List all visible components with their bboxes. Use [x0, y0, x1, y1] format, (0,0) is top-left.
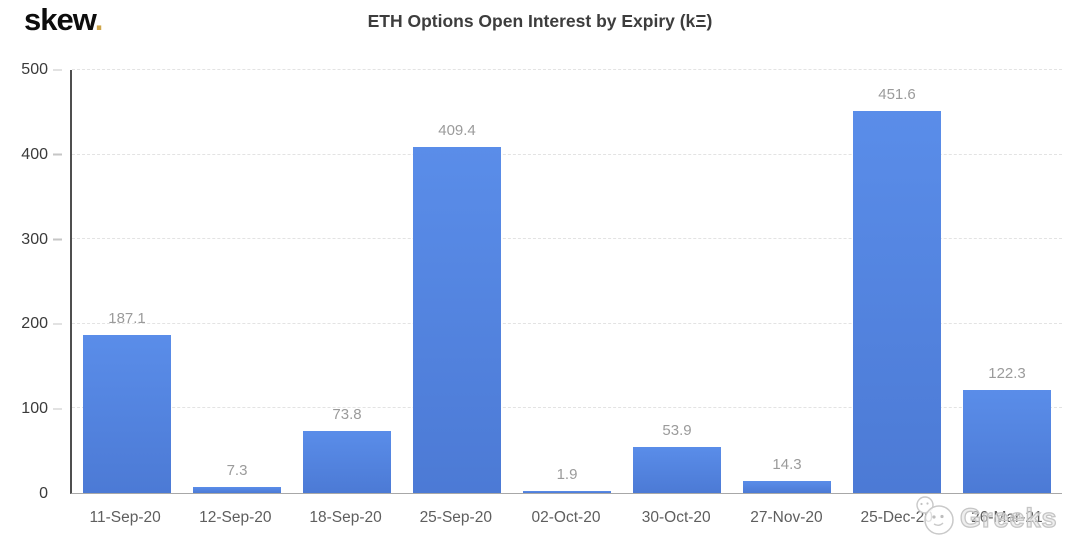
x-axis-label: 18-Sep-20: [309, 509, 382, 526]
logo-text: skew: [24, 2, 96, 37]
y-axis-tick-label: 100: [21, 400, 48, 418]
bar-value-label: 122.3: [988, 364, 1026, 382]
bar-slot: 451.6: [842, 70, 952, 493]
skew-logo: skew.: [24, 2, 104, 38]
x-axis-label: 30-Oct-20: [641, 509, 711, 526]
y-axis-tick-mark: [53, 323, 62, 325]
gridline: [72, 322, 1062, 324]
bar-26-Mar-21[interactable]: [963, 389, 1051, 493]
y-axis-tick-mark: [53, 69, 62, 71]
y-axis-tick-label: 0: [39, 485, 48, 502]
x-axis-label: 25-Dec-20: [860, 509, 933, 526]
bar-series: 187.1 7.3 73.8 409.4 1.9 53.9 14.3 451.6 122.3: [72, 70, 1062, 493]
y-axis-tick-label: 400: [21, 145, 48, 163]
x-axis: 11-Sep-20 12-Sep-20 18-Sep-20 25-Sep-20 02-O…: [70, 509, 1062, 527]
bar-slot: 1.9: [512, 70, 622, 493]
bar-value-label: 53.9: [662, 422, 692, 440]
x-axis-label: 02-Oct-20: [531, 509, 601, 526]
x-axis-label: 12-Sep-20: [199, 509, 272, 526]
bar-value-label: 14.3: [772, 455, 802, 473]
bar-slot: 73.8: [292, 70, 402, 493]
plot-area: 187.1 7.3 73.8 409.4 1.9 53.9 14.3 451.6 122.3: [70, 69, 1062, 494]
logo-dot: .: [94, 2, 104, 37]
bar-value-label: 187.1: [108, 309, 146, 327]
gridline: [72, 153, 1062, 155]
y-axis: 0 100 200 300 400 500: [0, 61, 62, 502]
bar-02-Oct-20[interactable]: [523, 491, 611, 493]
bar-value-label: 73.8: [332, 405, 362, 423]
y-axis-tick-mark: [53, 238, 62, 241]
chart-title: ETH Options Open Interest by Expiry (kΞ): [367, 11, 713, 31]
bar-slot: 53.9: [622, 70, 732, 493]
y-axis-tick-label: 200: [21, 315, 48, 333]
bar-30-Oct-20[interactable]: [633, 447, 721, 493]
bar-value-label: 409.4: [438, 121, 476, 139]
bar-slot: 187.1: [72, 70, 182, 493]
bar-value-label: 451.6: [878, 85, 916, 103]
x-axis-label: 11-Sep-20: [89, 509, 161, 526]
bar-slot: 122.3: [952, 70, 1062, 493]
gridline: [72, 69, 1062, 70]
y-axis-tick-mark: [53, 408, 62, 410]
gridline: [72, 407, 1062, 409]
y-axis-tick-mark: [53, 153, 62, 156]
bar-12-Sep-20[interactable]: [193, 486, 281, 493]
bar-27-Nov-20[interactable]: [743, 480, 831, 493]
y-axis-tick-label: 500: [21, 61, 48, 78]
x-axis-label: 26-Mar-21: [971, 509, 1043, 526]
bar-value-label: 7.3: [226, 461, 248, 479]
bar-11-Sep-20[interactable]: [83, 334, 171, 493]
bar-18-Sep-20[interactable]: [303, 430, 391, 493]
y-axis-tick-label: 300: [21, 230, 48, 248]
bar-slot: 409.4: [402, 70, 512, 493]
x-axis-label: 27-Nov-20: [750, 509, 823, 526]
bar-25-Dec-20[interactable]: [853, 110, 941, 493]
bar-value-label: 1.9: [556, 466, 578, 484]
bar-slot: 14.3: [732, 70, 842, 493]
bar-25-Sep-20[interactable]: [413, 146, 501, 493]
x-axis-label: 25-Sep-20: [419, 509, 492, 526]
gridline: [72, 238, 1062, 240]
bar-slot: 7.3: [182, 70, 292, 493]
